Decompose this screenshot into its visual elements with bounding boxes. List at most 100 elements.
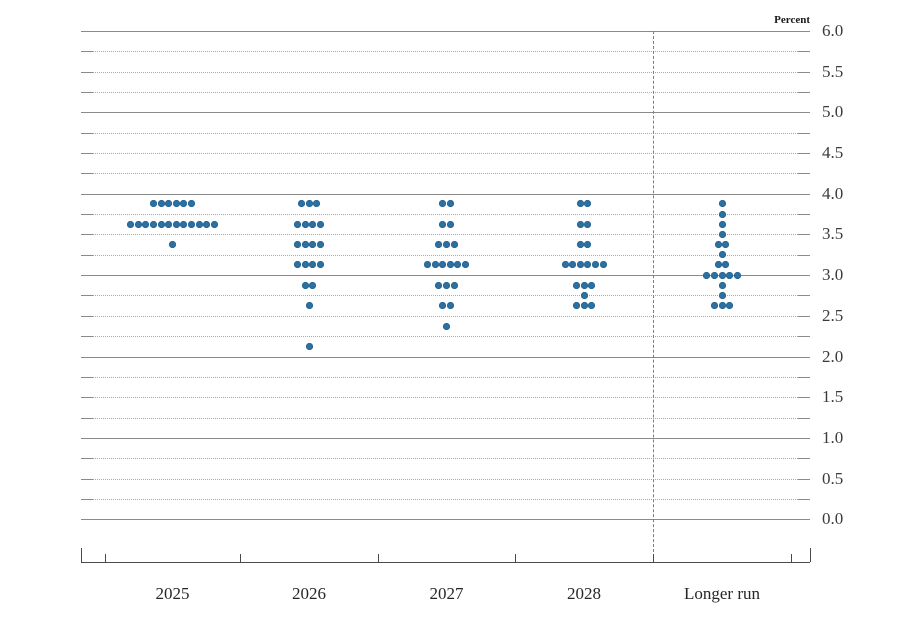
- projection-dot: [710, 271, 718, 279]
- gridline-left-tick: [81, 153, 93, 154]
- projection-dot: [584, 261, 592, 269]
- projection-dot: [443, 281, 450, 289]
- gridline-left-tick: [81, 336, 93, 338]
- projection-dot: [576, 220, 584, 228]
- x-axis-tick: [653, 554, 654, 562]
- x-axis-label: 2025: [155, 584, 190, 603]
- gridline-left-tick: [81, 214, 93, 216]
- projection-dot: [584, 220, 592, 228]
- projection-dot: [599, 261, 607, 269]
- gridline-dotted: [93, 499, 798, 501]
- projection-dot: [588, 281, 596, 289]
- gridline-left-tick: [81, 234, 93, 236]
- projection-dot: [584, 200, 592, 208]
- projection-dot: [309, 281, 317, 289]
- projection-dot: [572, 302, 580, 310]
- projection-dot: [718, 281, 726, 289]
- x-axis-label: 2027: [429, 584, 464, 603]
- projection-dot: [722, 261, 730, 269]
- projection-dot: [172, 200, 180, 208]
- projection-dot: [309, 241, 317, 249]
- projection-dot: [316, 220, 324, 228]
- projection-dot: [188, 220, 195, 228]
- projection-dot: [446, 261, 454, 269]
- longer-run-separator-line: [653, 30, 654, 562]
- projection-dot: [127, 220, 135, 228]
- gridline-left-tick: [81, 417, 93, 419]
- projection-dot: [150, 220, 157, 228]
- gridline-left-tick: [81, 376, 93, 378]
- projection-dot: [714, 261, 722, 269]
- projection-dot: [576, 200, 584, 208]
- projection-dot: [169, 241, 176, 249]
- projection-dot: [454, 261, 462, 269]
- gridline-dotted: [93, 132, 798, 134]
- projection-dot: [572, 281, 580, 289]
- gridline-dotted: [93, 336, 798, 338]
- projection-dot: [718, 220, 726, 228]
- x-axis-end-stub: [810, 548, 811, 562]
- projection-dot: [561, 261, 569, 269]
- projection-dot: [722, 241, 730, 249]
- projection-dot: [210, 220, 218, 228]
- gridline-left-tick: [81, 173, 93, 175]
- projection-dot: [439, 220, 447, 228]
- projection-dot: [165, 200, 173, 208]
- gridline-dotted: [93, 51, 798, 53]
- gridline-left-tick: [81, 71, 93, 73]
- x-axis-baseline: [81, 562, 810, 563]
- gridline-right-tick: [798, 458, 810, 460]
- x-axis-end-stub: [81, 548, 82, 562]
- gridline-dotted: [93, 458, 798, 460]
- projection-dot: [157, 200, 165, 208]
- projection-dot: [718, 271, 726, 279]
- projection-dot: [301, 281, 309, 289]
- gridline-right-tick: [798, 71, 810, 73]
- projection-dot: [435, 281, 443, 289]
- projection-dot: [703, 271, 711, 279]
- projection-dot: [172, 220, 180, 228]
- gridline-left-tick: [81, 499, 93, 501]
- projection-dot: [188, 200, 195, 208]
- projection-dot: [718, 291, 726, 299]
- projection-dot: [294, 220, 302, 228]
- gridline-right-tick: [798, 91, 810, 93]
- gridline-right-tick: [798, 254, 810, 256]
- gridline-right-tick: [798, 397, 810, 399]
- y-axis-tick-label: 5.0: [822, 102, 844, 122]
- projection-dot: [733, 271, 741, 279]
- gridline-left-tick: [81, 132, 93, 134]
- projection-dot: [203, 220, 211, 228]
- gridline-right-tick: [798, 478, 810, 480]
- projection-dot: [576, 241, 584, 249]
- gridline-dotted: [93, 71, 798, 73]
- projection-dot: [718, 230, 726, 238]
- projection-dot: [313, 200, 321, 208]
- projection-dot: [316, 241, 324, 249]
- gridline-left-tick: [81, 397, 93, 399]
- projection-dot: [718, 251, 726, 259]
- gridline-dotted: [93, 234, 798, 236]
- gridline-solid: [81, 437, 810, 439]
- gridline-dotted: [93, 478, 798, 480]
- projection-dot: [726, 271, 734, 279]
- gridline-solid: [81, 275, 810, 277]
- y-axis-unit-label: Percent: [774, 14, 810, 26]
- x-axis-label: 2028: [567, 584, 601, 603]
- projection-dot: [576, 261, 584, 269]
- projection-dot: [435, 241, 443, 249]
- y-axis-tick-label: 3.5: [822, 224, 844, 244]
- x-axis-tick: [515, 554, 516, 562]
- gridline-solid: [81, 30, 810, 32]
- y-axis-tick-label: 6.0: [822, 20, 844, 40]
- gridline-dotted: [93, 214, 798, 216]
- projection-dot: [431, 261, 439, 269]
- gridline-dotted: [93, 397, 798, 399]
- projection-dot: [294, 241, 302, 249]
- y-axis-tick-label: 3.0: [822, 265, 844, 285]
- gridline-dotted: [93, 417, 798, 419]
- projection-dot: [305, 200, 313, 208]
- projection-dot: [443, 322, 450, 330]
- projection-dot: [180, 220, 188, 228]
